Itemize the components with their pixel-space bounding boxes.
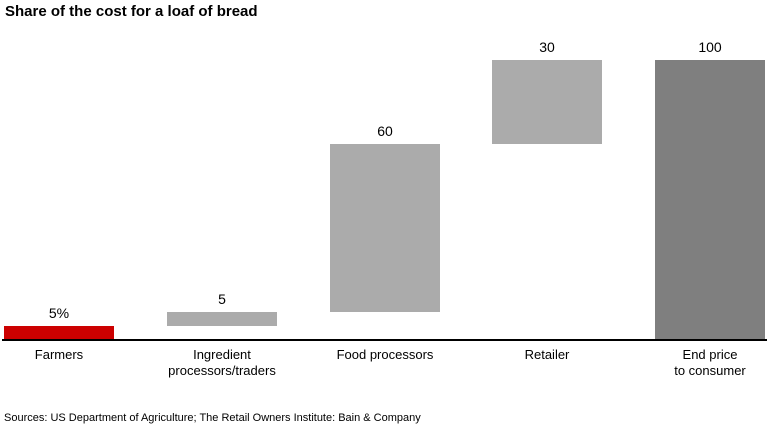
- x-axis-label-ingredient-processors-traders: Ingredient processors/traders: [168, 347, 276, 378]
- source-note: Sources: US Department of Agriculture; T…: [4, 412, 421, 424]
- bar-food-processors: [330, 144, 440, 312]
- value-label-farmers: 5%: [48, 305, 70, 321]
- bar-ingredient-processors-traders: [167, 312, 277, 326]
- bar-retailer: [492, 60, 602, 144]
- bar-farmers: [4, 326, 114, 340]
- x-axis-label-end-price-to-consumer: End price to consumer: [674, 347, 746, 378]
- value-label-ingredient-processors-traders: 5: [218, 291, 226, 307]
- value-label-end-price-to-consumer: 100: [698, 39, 722, 55]
- chart-title: Share of the cost for a loaf of bread: [5, 3, 258, 20]
- value-label-retailer: 30: [539, 39, 555, 55]
- value-label-food-processors: 60: [377, 123, 393, 139]
- bar-end-price-to-consumer: [655, 60, 765, 340]
- x-axis-label-retailer: Retailer: [524, 347, 570, 362]
- x-axis-label-farmers: Farmers: [34, 347, 84, 362]
- x-axis-line: [2, 339, 767, 341]
- x-axis-label-food-processors: Food processors: [336, 347, 434, 362]
